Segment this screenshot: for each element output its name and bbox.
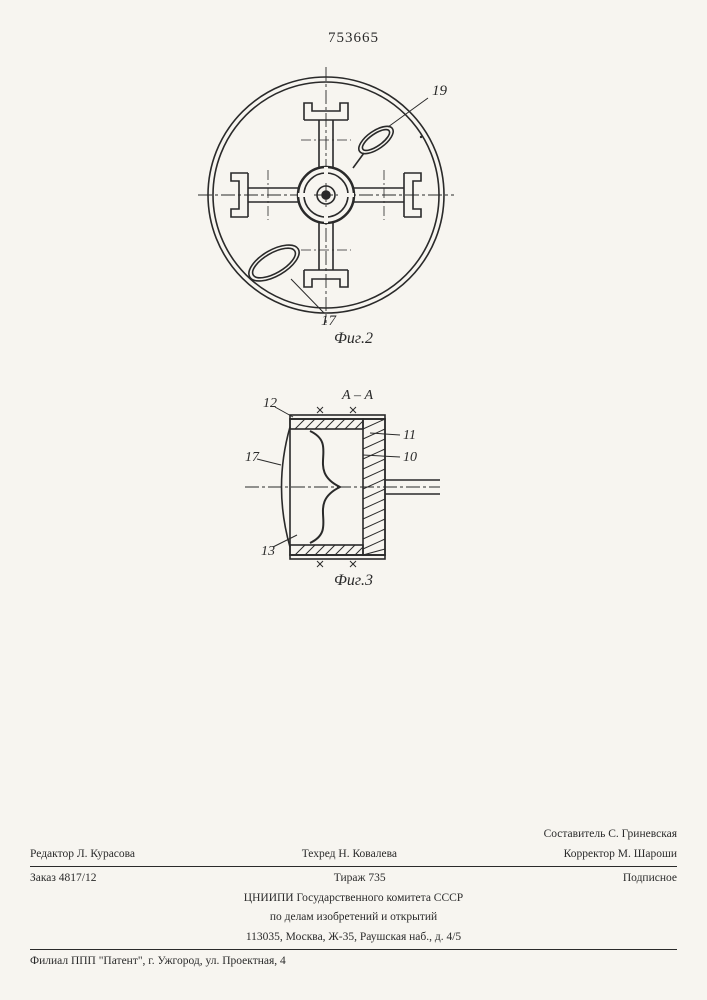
footer-corrector: Корректор М. Шароши (564, 846, 677, 863)
footer-order: Заказ 4817/12 (30, 870, 97, 887)
callout-11: 11 (403, 428, 416, 443)
callout-19: 19 (432, 83, 448, 99)
figure-3: 12 17 13 11 10 (245, 395, 475, 580)
footer-org1: ЦНИИПИ Государственного комитета СССР (30, 890, 677, 907)
callout-10: 10 (403, 450, 417, 465)
footer-techred: Техред Н. Ковалева (302, 846, 397, 863)
footer-editor: Редактор Л. Курасова (30, 846, 135, 863)
fig2-caption: Фиг.2 (0, 330, 707, 348)
footer-compiler: Составитель С. Гриневская (30, 826, 677, 843)
callout-12: 12 (263, 396, 277, 411)
page: 753665 (0, 0, 707, 1000)
fig3-caption: Фиг.3 (0, 572, 707, 590)
footer-branch: Филиал ППП "Патент", г. Ужгород, ул. Про… (30, 953, 677, 970)
footer-org2: по делам изобретений и открытий (30, 909, 677, 926)
footer-subscription: Подписное (623, 870, 677, 887)
figure-2: 19 17 (176, 65, 486, 330)
callout-17b: 17 (245, 450, 260, 465)
footer: Составитель С. Гриневская Редактор Л. Ку… (30, 826, 677, 970)
footer-circulation: Тираж 735 (334, 870, 386, 887)
callout-17: 17 (321, 313, 338, 325)
callout-13: 13 (261, 544, 275, 559)
patent-number: 753665 (0, 30, 707, 47)
footer-address1: 113035, Москва, Ж-35, Раушская наб., д. … (30, 929, 677, 946)
